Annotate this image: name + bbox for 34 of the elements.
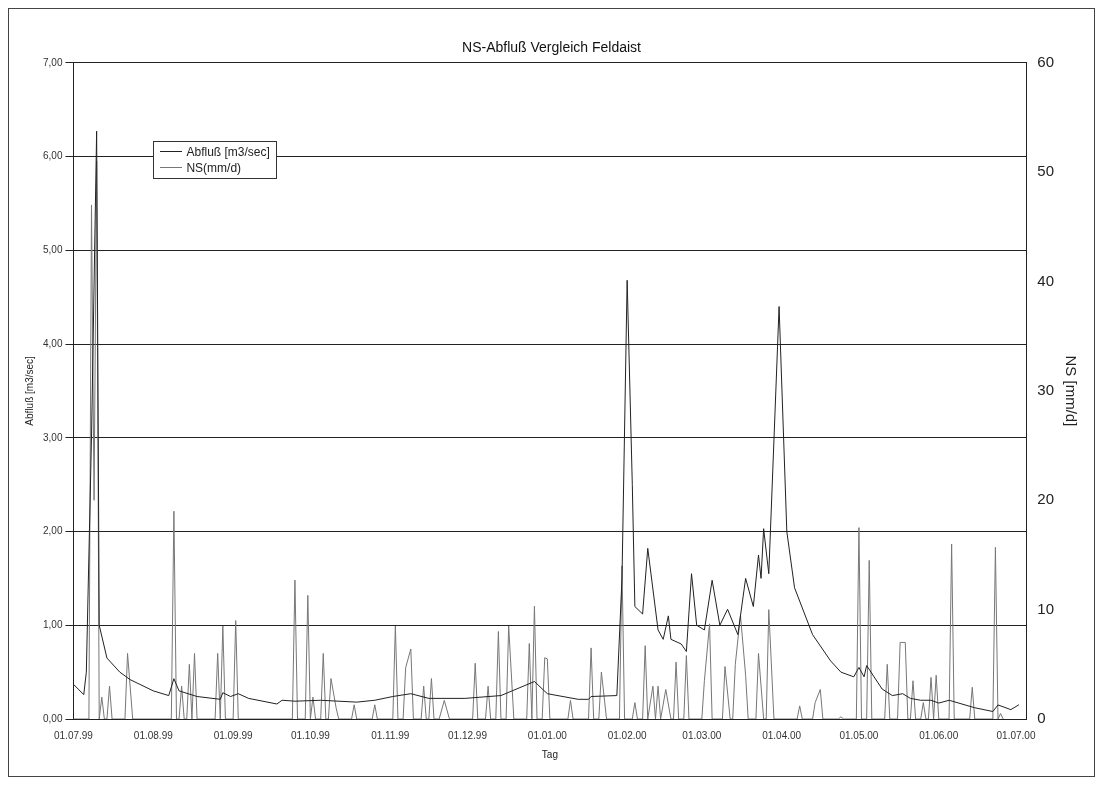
x-tick-label: 01.03.00: [682, 729, 722, 741]
x-tick-label: 01.10.99: [290, 729, 331, 741]
x-tick-label: 01.07.99: [53, 729, 94, 741]
x-tick-label: 01.04.00: [762, 729, 802, 741]
y-tick-label: 0,00: [42, 712, 63, 724]
x-tick-label: 01.12.99: [448, 729, 488, 741]
y2-tick-label: 20: [1037, 490, 1054, 508]
y-tick-label: 2,00: [42, 525, 63, 537]
x-tick-label: 01.06.00: [919, 729, 959, 741]
x-tick-label: 01.01.00: [527, 729, 568, 741]
x-tick-label: 01.08.99: [133, 729, 174, 741]
x-axis-title: Tag: [541, 748, 558, 760]
y2-tick-label: 50: [1037, 162, 1054, 180]
y2-axis-title: NS [mm/d]: [1062, 355, 1080, 427]
x-tick-label: 01.09.99: [213, 729, 254, 741]
x-tick-label: 01.11.99: [371, 729, 410, 741]
x-tick-label: 01.07.00: [996, 729, 1036, 741]
y-axis-title: Abfluß [m3/sec]: [23, 355, 35, 426]
x-tick-label: 01.05.00: [839, 729, 879, 741]
y2-tick-label: 30: [1037, 381, 1054, 399]
y2-tick-label: 0: [1037, 709, 1046, 727]
y-tick-label: 7,00: [42, 56, 63, 68]
y-tick-label: 4,00: [42, 337, 63, 349]
y2-tick-label: 60: [1037, 52, 1054, 70]
y-tick-label: 5,00: [42, 244, 63, 256]
x-tick-label: 01.02.00: [607, 729, 648, 741]
y-tick-label: 1,00: [42, 619, 63, 631]
y-tick-label: 6,00: [42, 150, 63, 162]
y2-tick-label: 40: [1037, 271, 1054, 289]
legend-label: NS(mm/d): [186, 159, 242, 176]
legend-label: Abfluß [m3/sec]: [186, 143, 270, 160]
y2-tick-label: 10: [1037, 599, 1054, 617]
chart-title: NS-Abfluß Vergleich Feldaist: [462, 39, 642, 56]
y-tick-label: 3,00: [42, 431, 63, 443]
